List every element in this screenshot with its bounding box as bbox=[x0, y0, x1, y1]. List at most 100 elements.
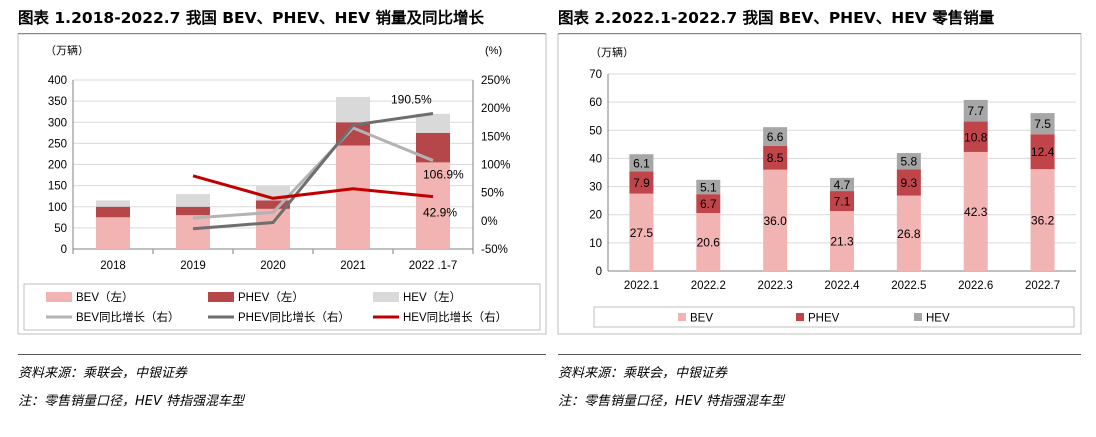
chart-title: 图表 1.2018-2022.7 我国 BEV、PHEV、HEV 销量及同比增长 bbox=[18, 9, 485, 27]
bar-segment bbox=[696, 179, 721, 195]
y-tick-label: 40 bbox=[589, 153, 602, 165]
y-right-tick-label: 250% bbox=[481, 75, 510, 87]
line-series bbox=[192, 126, 434, 220]
y-right-tick-label: 150% bbox=[481, 131, 510, 143]
legend-label: HEV bbox=[926, 313, 950, 325]
y-left-tick-label: 0 bbox=[61, 244, 67, 256]
x-tick-label: 2022.1 bbox=[624, 280, 659, 292]
footer-rule bbox=[558, 354, 1081, 355]
chart-1-svg: （万辆） (%) 0 50 100 150 200 250 300 350 400 -50% 0% 50%… bbox=[17, 33, 547, 335]
legend-swatch bbox=[914, 313, 922, 321]
bar-segment bbox=[696, 213, 721, 271]
bar-segment bbox=[176, 194, 210, 207]
data-label: 12.4 bbox=[1031, 145, 1055, 159]
y-right-tick-label: 100% bbox=[481, 160, 510, 172]
legend-label: PHEV bbox=[808, 313, 840, 325]
bar-segment bbox=[1030, 169, 1055, 271]
x-tick-label: 2019 bbox=[180, 260, 206, 272]
bar-segment bbox=[176, 215, 210, 249]
data-label: 27.5 bbox=[630, 226, 654, 240]
data-label: 36.0 bbox=[763, 214, 787, 228]
bar-segment bbox=[763, 169, 788, 271]
data-label: 5.1 bbox=[700, 180, 717, 194]
legend-swatch bbox=[46, 292, 72, 302]
legend-label: BEV同比增长（右） bbox=[76, 310, 180, 324]
y-tick-label: 70 bbox=[589, 69, 602, 81]
legend-label: BEV bbox=[690, 313, 713, 325]
data-label: 7.9 bbox=[633, 176, 650, 190]
bar-segment bbox=[963, 99, 988, 122]
x-tick-label: 2022.7 bbox=[1025, 280, 1060, 292]
remark-note: 注：零售销量口径，HEV 特指强混车型 bbox=[558, 394, 785, 409]
data-label: 42.3 bbox=[964, 205, 988, 219]
x-tick-label: 2021 bbox=[340, 260, 366, 272]
data-label: 10.8 bbox=[964, 130, 988, 144]
y-left-tick-label: 350 bbox=[48, 96, 67, 108]
data-label: 8.5 bbox=[767, 151, 784, 165]
bar-segment bbox=[336, 145, 370, 249]
bar-segment bbox=[1030, 113, 1055, 135]
x-tick-label: 2022.4 bbox=[824, 280, 860, 292]
legend-swatch bbox=[796, 313, 804, 321]
legend-swatch bbox=[373, 292, 399, 302]
y-left-tick-label: 50 bbox=[54, 223, 67, 235]
source-note: 资料来源：乘联会，中银证券 bbox=[18, 366, 188, 381]
y-left-tick-label: 200 bbox=[48, 160, 67, 172]
data-label: 36.2 bbox=[1031, 214, 1055, 228]
bar-segment bbox=[1030, 134, 1055, 170]
y-left-tick-label: 100 bbox=[48, 202, 67, 214]
left-axis-unit: （万辆） bbox=[45, 43, 89, 57]
chart-2-svg: （万辆） 0 10 20 30 40 50 60 70 27.5 7.9 6.1 2022.1 20.6 6… bbox=[557, 33, 1082, 335]
data-label: 6.7 bbox=[700, 197, 717, 211]
footer-rule bbox=[18, 354, 546, 355]
bar-segment bbox=[896, 195, 921, 271]
bar-segment bbox=[696, 194, 721, 214]
data-label: 6.6 bbox=[767, 130, 784, 144]
bar-segment bbox=[763, 145, 788, 170]
line-series bbox=[192, 174, 434, 200]
data-label: 4.7 bbox=[834, 178, 851, 192]
data-label: 21.3 bbox=[830, 235, 854, 249]
bar-segment bbox=[176, 206, 210, 216]
data-label: 190.5% bbox=[391, 93, 432, 107]
bar-segment bbox=[830, 191, 854, 212]
legend-label: HEV同比增长（右） bbox=[403, 310, 507, 324]
bar-segment bbox=[896, 153, 921, 170]
bar-segment bbox=[963, 121, 988, 152]
right-axis-unit: (%) bbox=[485, 45, 502, 57]
bar-segment bbox=[763, 127, 788, 146]
bar-segment bbox=[963, 151, 988, 271]
chart-title: 图表 2.2022.1-2022.7 我国 BEV、PHEV、HEV 零售销量 bbox=[558, 9, 995, 27]
bar-segment bbox=[96, 206, 130, 218]
chart-panel-left: 图表 1.2018-2022.7 我国 BEV、PHEV、HEV 销量及同比增长… bbox=[17, 0, 547, 437]
bar-segment bbox=[896, 169, 921, 196]
data-label: 5.8 bbox=[901, 155, 918, 169]
y-tick-label: 10 bbox=[589, 238, 602, 250]
legend-label: BEV（左） bbox=[76, 290, 134, 304]
bar-segment bbox=[830, 211, 854, 271]
data-label: 6.1 bbox=[633, 156, 650, 170]
line-series bbox=[192, 112, 434, 231]
bar-segment bbox=[416, 113, 450, 133]
y-left-tick-label: 150 bbox=[48, 181, 67, 193]
x-tick-label: 2022.6 bbox=[958, 280, 993, 292]
y-tick-label: 0 bbox=[596, 266, 602, 278]
bar-segment bbox=[336, 122, 370, 146]
legend-swatch bbox=[208, 292, 234, 302]
legend-label: HEV（左） bbox=[403, 290, 461, 304]
legend-box bbox=[23, 283, 541, 331]
y-right-tick-label: 50% bbox=[481, 188, 504, 200]
bar-segment bbox=[96, 200, 130, 207]
y-tick-label: 20 bbox=[589, 210, 602, 222]
bar-segment bbox=[416, 132, 450, 163]
bar-segment bbox=[256, 200, 290, 209]
legend-label: PHEV（左） bbox=[238, 290, 304, 304]
y-right-tick-label: 200% bbox=[481, 103, 510, 115]
bar-segment bbox=[416, 162, 450, 249]
bar-segment bbox=[256, 208, 290, 249]
data-label: 20.6 bbox=[697, 236, 721, 250]
y-tick-label: 50 bbox=[589, 125, 602, 137]
remark-note: 注：零售销量口径，HEV 特指强混车型 bbox=[18, 394, 245, 409]
data-label: 9.3 bbox=[901, 176, 918, 190]
y-right-tick-label: 0% bbox=[481, 216, 498, 228]
